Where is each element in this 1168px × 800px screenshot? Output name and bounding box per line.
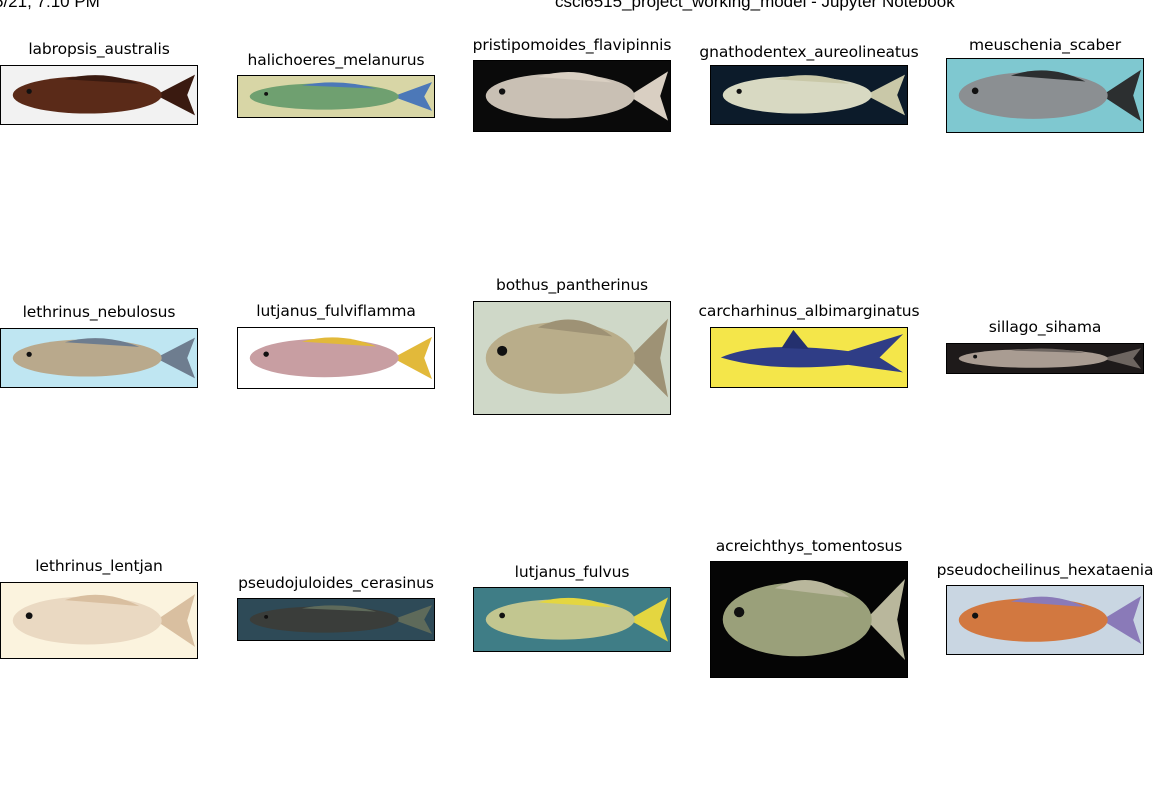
species-label: lethrinus_lentjan	[35, 557, 163, 575]
print-datetime: 5/21, 7:10 PM	[0, 0, 100, 11]
fish-image	[237, 327, 435, 389]
species-label: halichoeres_melanurus	[247, 51, 425, 69]
fish-image	[946, 58, 1144, 133]
fish-image	[946, 585, 1144, 655]
shark-image	[710, 327, 908, 388]
notebook-title: csci6515_project_working_model - Jupyter…	[555, 0, 955, 11]
fish-image	[710, 65, 908, 125]
species-label: labropsis_australis	[28, 40, 170, 58]
species-label: gnathodentex_aureolineatus	[699, 43, 919, 61]
species-label: pseudojuloides_cerasinus	[238, 574, 434, 592]
fish-image	[473, 60, 671, 132]
species-label: sillago_sihama	[988, 318, 1102, 336]
species-label: pseudocheilinus_hexataenia	[936, 561, 1154, 579]
species-label: lethrinus_nebulosus	[22, 303, 176, 321]
species-label: acreichthys_tomentosus	[715, 537, 903, 555]
fish-image	[946, 343, 1144, 374]
species-label: bothus_pantherinus	[495, 276, 649, 294]
species-label: meuschenia_scaber	[969, 36, 1121, 54]
fish-image	[0, 65, 198, 125]
species-label: pristipomoides_flavipinnis	[472, 36, 672, 54]
fish-image	[0, 328, 198, 388]
species-label: carcharhinus_albimarginatus	[698, 302, 920, 320]
fish-image	[473, 301, 671, 415]
fish-image	[0, 582, 198, 659]
fish-image	[710, 561, 908, 678]
fish-image	[473, 587, 671, 652]
fish-image	[237, 598, 435, 641]
species-label: lutjanus_fulviflamma	[256, 302, 416, 320]
species-label: lutjanus_fulvus	[514, 563, 630, 581]
fish-image	[237, 75, 435, 118]
